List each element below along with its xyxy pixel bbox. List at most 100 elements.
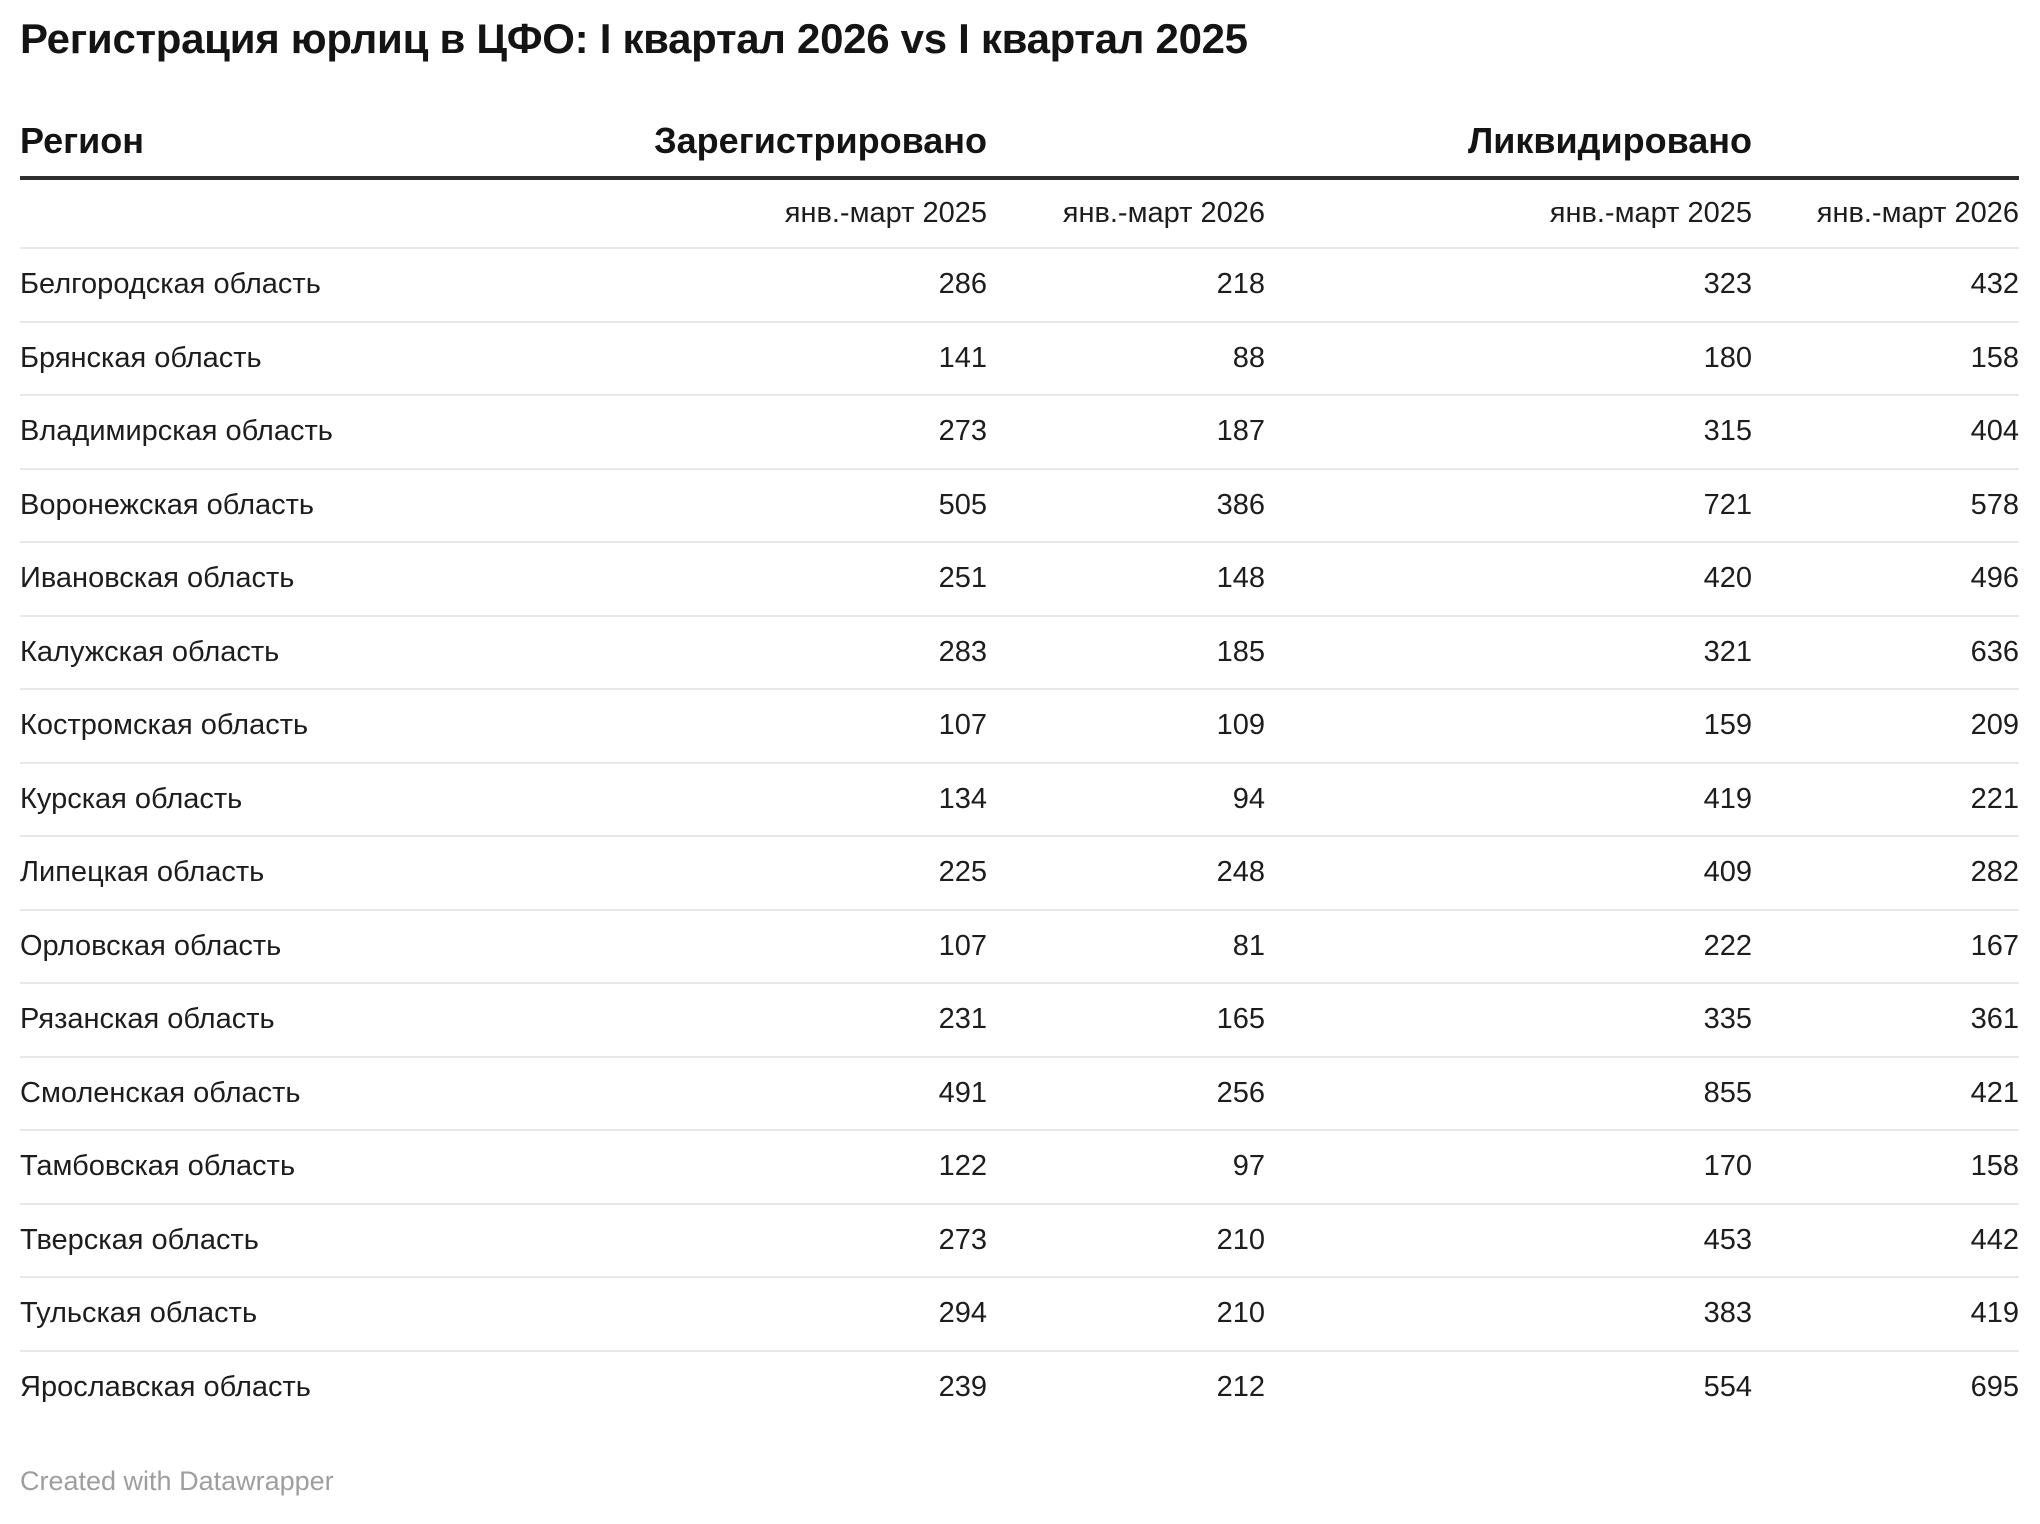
value-cell: 107: [938, 929, 987, 962]
value-cell: 109: [1216, 709, 1265, 742]
data-table: Регион Зарегистрировано Ликвидировано ян…: [20, 95, 2019, 1424]
page-title: Регистрация юрлиц в ЦФО: I квартал 2026 …: [20, 15, 1248, 62]
value-cell: 218: [1216, 268, 1265, 301]
value-cell: 432: [1970, 268, 2019, 301]
value-cell: 222: [1703, 929, 1752, 962]
value-cell: 88: [1232, 341, 1265, 374]
region-cell: Тамбовская область: [20, 1150, 296, 1183]
table-row: Курская область 134 94 419 221: [20, 763, 2019, 836]
value-cell: 496: [1970, 562, 2019, 595]
sub-header-row: янв.-март 2025 янв.-март 2026 янв.-март …: [20, 178, 2019, 249]
datawrapper-credit-link[interactable]: Created with Datawrapper: [20, 1466, 334, 1496]
value-cell: 256: [1216, 1076, 1265, 1109]
value-cell: 491: [938, 1076, 987, 1109]
region-cell: Рязанская область: [20, 1003, 275, 1036]
column-group-liquidated: Ликвидировано: [1265, 95, 1752, 180]
column-group-registered: Зарегистрировано: [520, 95, 987, 180]
value-cell: 231: [938, 1003, 987, 1036]
value-cell: 419: [1703, 782, 1752, 815]
value-cell: 321: [1703, 635, 1752, 668]
table-row: Смоленская область 491 256 855 421: [20, 1057, 2019, 1130]
region-cell: Костромская область: [20, 709, 309, 742]
value-cell: 323: [1703, 268, 1752, 301]
sub-header-reg-2026: янв.-март 2026: [987, 178, 1265, 249]
value-cell: 251: [938, 562, 987, 595]
value-cell: 442: [1970, 1223, 2019, 1256]
value-cell: 282: [1970, 856, 2019, 889]
value-cell: 420: [1703, 562, 1752, 595]
value-cell: 187: [1216, 415, 1265, 448]
value-cell: 421: [1970, 1076, 2019, 1109]
value-cell: 81: [1232, 929, 1265, 962]
table-row: Рязанская область 231 165 335 361: [20, 983, 2019, 1057]
column-group-spacer-1: [987, 95, 1265, 180]
column-header-region: Регион: [20, 95, 520, 180]
value-cell: 134: [938, 782, 987, 815]
sub-header-empty: [20, 178, 520, 249]
region-cell: Тверская область: [20, 1223, 259, 1256]
value-cell: 361: [1970, 1003, 2019, 1036]
value-cell: 283: [938, 635, 987, 668]
value-cell: 209: [1970, 709, 2019, 742]
region-cell: Воронежская область: [20, 488, 315, 521]
value-cell: 578: [1970, 488, 2019, 521]
table-row: Тамбовская область 122 97 170 158: [20, 1130, 2019, 1204]
value-cell: 248: [1216, 856, 1265, 889]
value-cell: 386: [1216, 488, 1265, 521]
value-cell: 636: [1970, 635, 2019, 668]
table-row: Тверская область 273 210 453 442: [20, 1204, 2019, 1277]
region-cell: Курская область: [20, 782, 243, 815]
value-cell: 855: [1703, 1076, 1752, 1109]
value-cell: 505: [938, 488, 987, 521]
region-cell: Тульская область: [20, 1297, 258, 1330]
value-cell: 148: [1216, 562, 1265, 595]
value-cell: 141: [938, 341, 987, 374]
table-chart: Регистрация юрлиц в ЦФО: I квартал 2026 …: [20, 15, 2019, 1496]
table-row: Ивановская область 251 148 420 496: [20, 542, 2019, 616]
value-cell: 273: [938, 1223, 987, 1256]
value-cell: 383: [1703, 1297, 1752, 1330]
value-cell: 409: [1703, 856, 1752, 889]
region-cell: Брянская область: [20, 341, 262, 374]
value-cell: 167: [1970, 929, 2019, 962]
table-row: Липецкая область 225 248 409 282: [20, 836, 2019, 910]
value-cell: 221: [1970, 782, 2019, 815]
table-body: Белгородская область 286 218 323 432 Брянская…: [20, 248, 2019, 1424]
table-row: Костромская область 107 109 159 209: [20, 689, 2019, 763]
value-cell: 210: [1216, 1297, 1265, 1330]
value-cell: 721: [1703, 488, 1752, 521]
value-cell: 273: [938, 415, 987, 448]
value-cell: 554: [1703, 1371, 1752, 1404]
value-cell: 315: [1703, 415, 1752, 448]
region-cell: Владимирская область: [20, 415, 333, 448]
group-header-row: Регион Зарегистрировано Ликвидировано: [20, 95, 2019, 180]
table-row: Тульская область 294 210 383 419: [20, 1277, 2019, 1351]
value-cell: 419: [1970, 1297, 2019, 1330]
value-cell: 165: [1216, 1003, 1265, 1036]
value-cell: 294: [938, 1297, 987, 1330]
value-cell: 158: [1970, 341, 2019, 374]
table-row: Воронежская область 505 386 721 578: [20, 469, 2019, 542]
sub-header-reg-2025: янв.-март 2025: [520, 178, 987, 249]
value-cell: 335: [1703, 1003, 1752, 1036]
table-row: Ярославская область 239 212 554 695: [20, 1351, 2019, 1425]
region-cell: Ярославская область: [20, 1371, 311, 1404]
value-cell: 695: [1970, 1371, 2019, 1404]
value-cell: 404: [1970, 415, 2019, 448]
value-cell: 158: [1970, 1150, 2019, 1183]
region-cell: Ивановская область: [20, 562, 295, 595]
value-cell: 225: [938, 856, 987, 889]
value-cell: 210: [1216, 1223, 1265, 1256]
region-cell: Липецкая область: [20, 856, 265, 889]
table-row: Владимирская область 273 187 315 404: [20, 395, 2019, 469]
value-cell: 180: [1703, 341, 1752, 374]
value-cell: 286: [938, 268, 987, 301]
sub-header-liq-2025: янв.-март 2025: [1265, 178, 1752, 249]
region-cell: Орловская область: [20, 929, 282, 962]
region-cell: Белгородская область: [20, 268, 321, 301]
value-cell: 185: [1216, 635, 1265, 668]
table-row: Белгородская область 286 218 323 432: [20, 248, 2019, 322]
value-cell: 212: [1216, 1371, 1265, 1404]
value-cell: 239: [938, 1371, 987, 1404]
region-cell: Смоленская область: [20, 1076, 301, 1109]
